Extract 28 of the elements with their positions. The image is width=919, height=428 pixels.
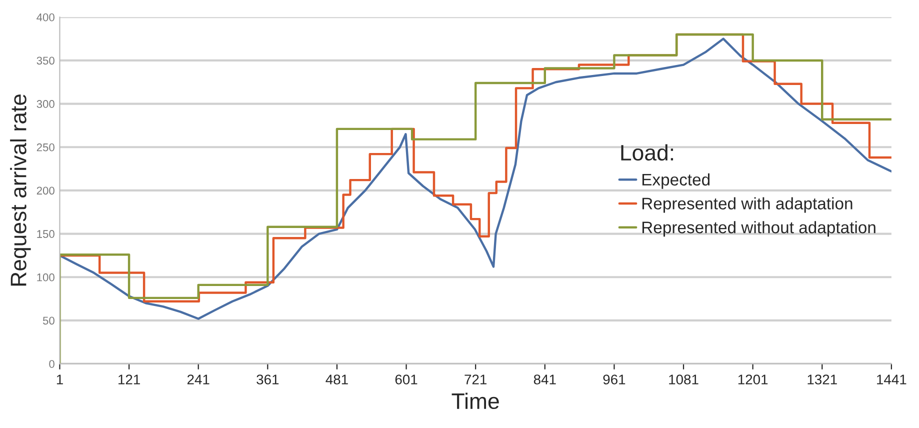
- y-tick-label: 300: [36, 100, 54, 108]
- y-tick-label: 250: [36, 143, 54, 152]
- y-tick-label: 150: [37, 230, 54, 238]
- x-axis-title: Time: [452, 392, 499, 410]
- legend-label: Represented without adaptation: [642, 221, 876, 237]
- x-tick-label: 481: [326, 374, 348, 384]
- y-tick-label: 350: [36, 56, 54, 65]
- x-tick-label: 961: [603, 374, 626, 384]
- y-tick-label: 200: [36, 186, 54, 195]
- x-tick-label: 1441: [877, 374, 906, 384]
- x-tick-label: 1201: [738, 374, 768, 384]
- legend-label: Expected: [642, 173, 710, 189]
- x-tick-label: 1: [56, 374, 63, 384]
- x-tick-label: 841: [534, 374, 556, 384]
- y-tick-label: 100: [37, 273, 54, 282]
- y-tick-label: 400: [36, 13, 54, 22]
- x-tick-label: 241: [187, 374, 210, 384]
- y-tick-label: 50: [42, 316, 54, 325]
- x-tick-label: 721: [464, 374, 486, 384]
- x-tick-label: 1321: [808, 374, 837, 384]
- legend-label: Represented with adaptation: [642, 197, 852, 213]
- x-tick-label: 601: [395, 374, 418, 384]
- y-axis-title: Request arrival rate: [10, 94, 31, 286]
- y-tick-label: 0: [49, 360, 54, 368]
- x-tick-label: 121: [118, 374, 140, 384]
- x-tick-label: 361: [256, 374, 279, 384]
- x-tick-label: 1081: [669, 374, 698, 384]
- legend-title: Load:: [621, 144, 674, 161]
